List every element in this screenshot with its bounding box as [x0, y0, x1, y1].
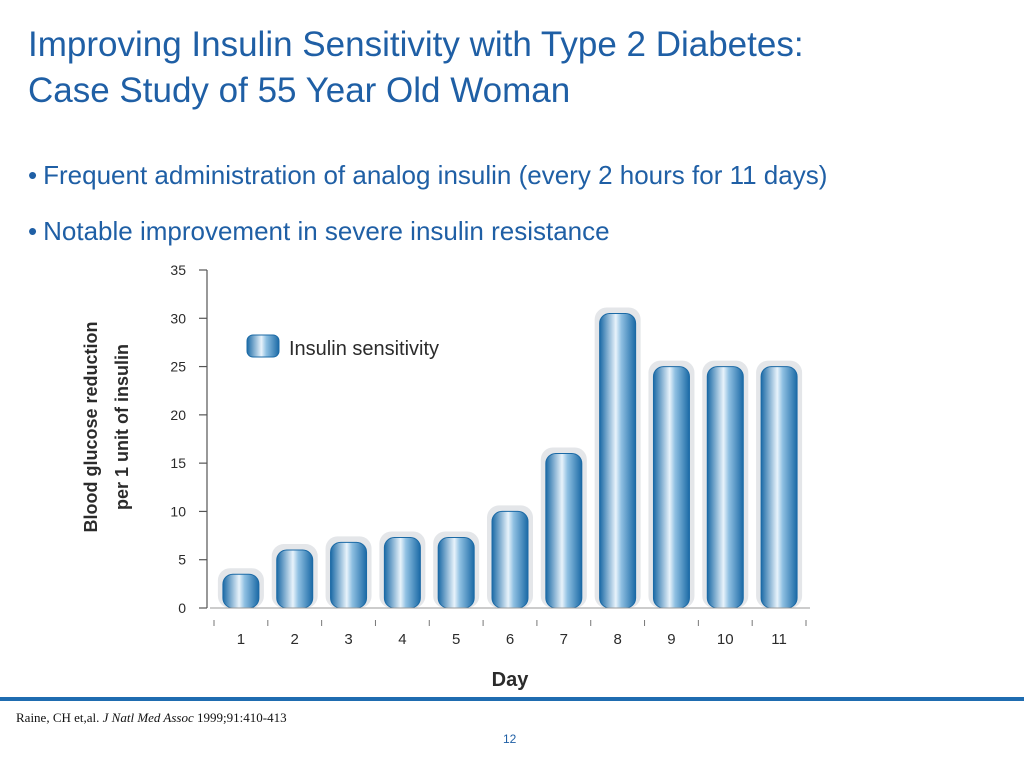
y-tick-label: 0: [178, 600, 186, 616]
y-axis-ticks: 0 5 10 15 20 25 30 35: [170, 262, 207, 616]
footer-divider: [0, 697, 1024, 701]
bar: [222, 573, 260, 609]
x-axis-label: Day: [492, 669, 530, 691]
title-line-1: Improving Insulin Sensitivity with Type …: [28, 25, 804, 64]
x-tick-label: 9: [667, 631, 675, 648]
bar: [760, 366, 798, 609]
bullet-item: Frequent administration of analog insuli…: [28, 160, 827, 190]
y-axis-label-line-1: Blood glucose reduction: [81, 321, 101, 532]
legend-swatch: [246, 334, 280, 358]
x-tick-label: 11: [771, 631, 787, 648]
x-tick-label: 10: [717, 631, 734, 648]
bar: [330, 541, 368, 609]
x-tick-label: 4: [398, 631, 406, 648]
x-tick-label: 8: [613, 631, 621, 648]
bar: [276, 549, 314, 609]
bullet-item: Notable improvement in severe insulin re…: [28, 216, 827, 246]
citation-journal: J Natl Med Assoc: [102, 710, 194, 725]
citation-authors: Raine, CH et,al.: [16, 710, 100, 725]
bullet-list: Frequent administration of analog insuli…: [28, 160, 827, 272]
y-tick-label: 35: [170, 262, 186, 278]
x-tick-label: 3: [344, 631, 352, 648]
y-tick-label: 5: [178, 552, 186, 568]
y-tick-label: 30: [170, 310, 186, 326]
bar: [545, 452, 583, 609]
citation: Raine, CH et,al. J Natl Med Assoc 1999;9…: [16, 710, 287, 726]
y-tick-label: 20: [170, 407, 186, 423]
y-tick-label: 25: [170, 359, 186, 375]
x-tick-label: 2: [291, 631, 299, 648]
x-tick-label: 6: [506, 631, 514, 648]
bar: [491, 510, 529, 609]
legend-label: Insulin sensitivity: [289, 338, 439, 360]
y-tick-label: 15: [170, 455, 186, 471]
bars-group: [217, 307, 803, 609]
bar: [706, 366, 744, 609]
citation-details: 1999;91:410-413: [197, 710, 287, 725]
bar: [599, 312, 637, 609]
page-number: 12: [503, 732, 517, 746]
slide-title: Improving Insulin Sensitivity with Type …: [28, 22, 998, 114]
y-axis-label-line-2: per 1 unit of insulin: [112, 344, 132, 510]
bar-chart: 0 5 10 15 20 25 30 35 1 2 3 4 5 6 7 8 9 10 11 Insulin sen…: [81, 262, 810, 691]
x-tick-label: 1: [237, 631, 245, 648]
title-line-2: Case Study of 55 Year Old Woman: [28, 71, 571, 110]
x-tick-label: 7: [560, 631, 568, 648]
legend: Insulin sensitivity: [246, 334, 439, 360]
bar: [383, 537, 421, 609]
y-tick-label: 10: [170, 503, 186, 519]
bar: [437, 537, 475, 609]
x-axis-ticks: 1 2 3 4 5 6 7 8 9 10 11: [213, 620, 807, 648]
bar: [652, 366, 690, 609]
x-tick-label: 5: [452, 631, 460, 648]
